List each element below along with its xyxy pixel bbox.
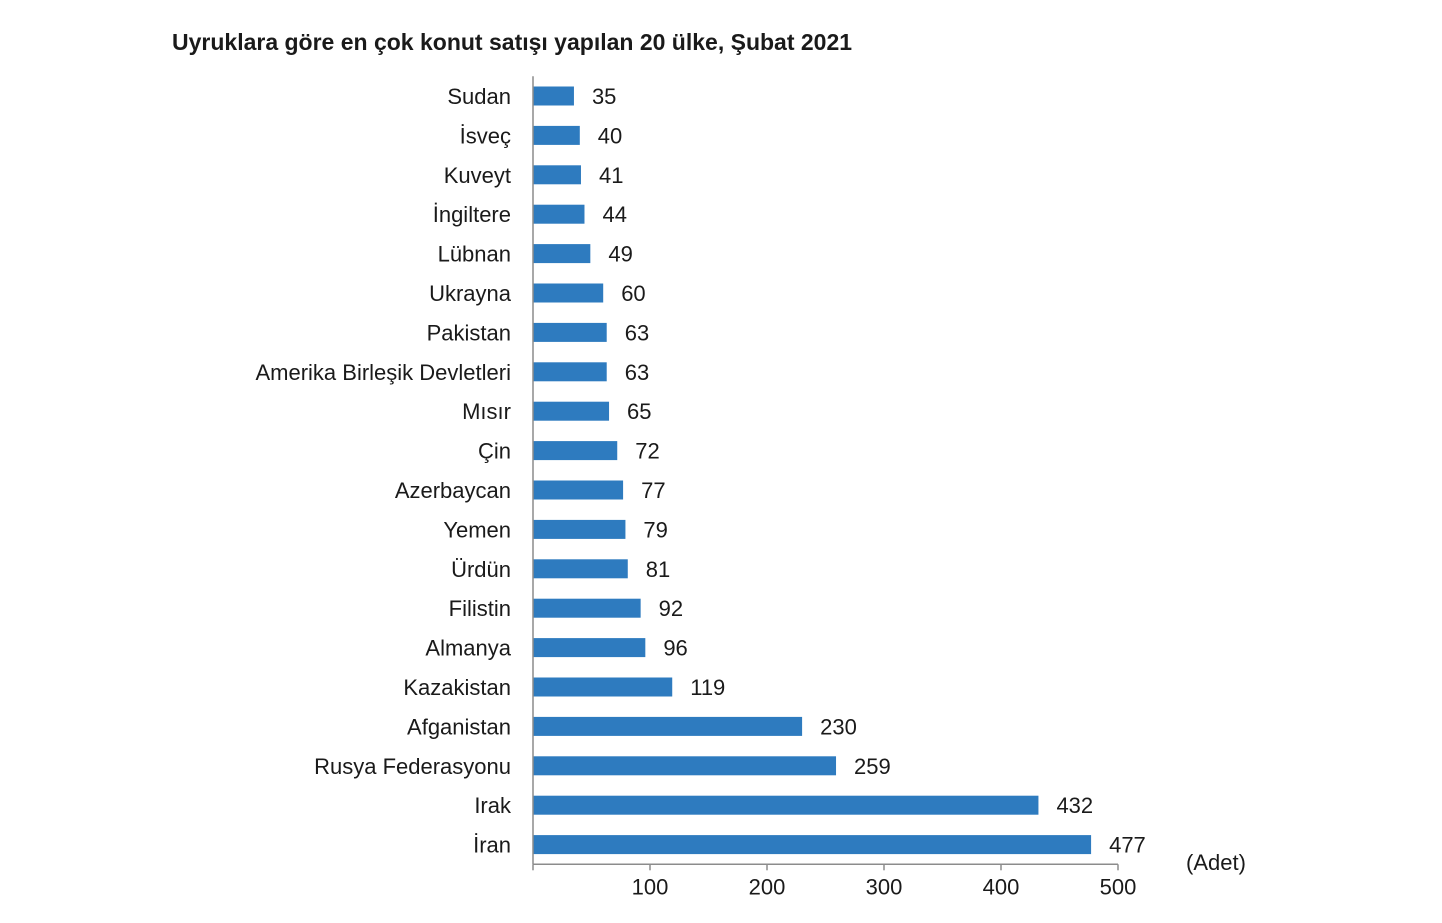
value-label: 77 xyxy=(641,478,665,503)
value-label: 65 xyxy=(627,399,651,424)
value-label: 92 xyxy=(659,596,683,621)
unit-label: (Adet) xyxy=(1186,850,1246,875)
category-label: İsveç xyxy=(460,123,511,148)
bar xyxy=(533,204,585,224)
value-label: 35 xyxy=(592,84,616,109)
bar xyxy=(533,125,580,145)
bar xyxy=(533,441,618,461)
value-label: 230 xyxy=(820,714,857,739)
x-tick-label: 200 xyxy=(749,874,786,899)
bar xyxy=(533,519,626,539)
bar xyxy=(533,86,574,106)
bars-group: Sudan 35 İsveç 40 Kuveyt 41 İngiltere 44 Lübnan 4… xyxy=(255,84,1145,858)
category-label: Almanya xyxy=(425,636,511,661)
category-label: Afganistan xyxy=(407,714,511,739)
bar xyxy=(533,480,624,500)
value-label: 79 xyxy=(643,517,667,542)
category-label: İran xyxy=(473,833,511,858)
category-label: Pakistan xyxy=(427,320,511,345)
value-label: 41 xyxy=(599,163,623,188)
value-label: 81 xyxy=(646,557,670,582)
bar xyxy=(533,756,837,776)
bar xyxy=(533,598,641,618)
bar xyxy=(533,401,610,421)
bar xyxy=(533,795,1039,815)
category-label: Filistin xyxy=(449,596,511,621)
bar xyxy=(533,362,607,382)
value-label: 63 xyxy=(625,320,649,345)
category-label: Ukrayna xyxy=(429,281,512,306)
bar xyxy=(533,835,1092,855)
category-label: Ürdün xyxy=(451,557,511,582)
x-tick-label: 500 xyxy=(1100,874,1137,899)
value-label: 72 xyxy=(635,439,659,464)
value-label: 432 xyxy=(1056,793,1093,818)
category-label: Yemen xyxy=(443,517,511,542)
category-label: Lübnan xyxy=(438,242,511,267)
x-tick-label: 400 xyxy=(983,874,1020,899)
bar xyxy=(533,716,803,736)
category-label: Kuveyt xyxy=(444,163,511,188)
category-label: Rusya Federasyonu xyxy=(314,754,511,779)
value-label: 40 xyxy=(598,123,622,148)
value-label: 477 xyxy=(1109,833,1146,858)
bar xyxy=(533,559,628,579)
bar xyxy=(533,322,607,342)
category-label: Kazakistan xyxy=(403,675,511,700)
bar xyxy=(533,677,673,697)
value-label: 49 xyxy=(608,242,632,267)
x-tick-label: 300 xyxy=(866,874,903,899)
category-label: İngiltere xyxy=(433,202,511,227)
value-label: 119 xyxy=(690,675,725,700)
category-label: Azerbaycan xyxy=(395,478,511,503)
category-label: Mısır xyxy=(462,399,511,424)
bar xyxy=(533,283,604,303)
category-label: Irak xyxy=(474,793,512,818)
x-axis: 100 200 300 400 500 xyxy=(532,76,1137,899)
bar xyxy=(533,165,581,185)
category-label: Sudan xyxy=(447,84,511,109)
value-label: 96 xyxy=(663,636,687,661)
value-label: 60 xyxy=(621,281,645,306)
value-label: 63 xyxy=(625,360,649,385)
value-label: 259 xyxy=(854,754,891,779)
category-label: Amerika Birleşik Devletleri xyxy=(255,360,511,385)
category-label: Çin xyxy=(478,439,511,464)
chart-title: Uyruklara göre en çok konut satışı yapıl… xyxy=(172,29,852,55)
value-label: 44 xyxy=(602,202,626,227)
x-tick-label: 100 xyxy=(632,874,669,899)
bar xyxy=(533,638,646,658)
bar xyxy=(533,244,591,264)
